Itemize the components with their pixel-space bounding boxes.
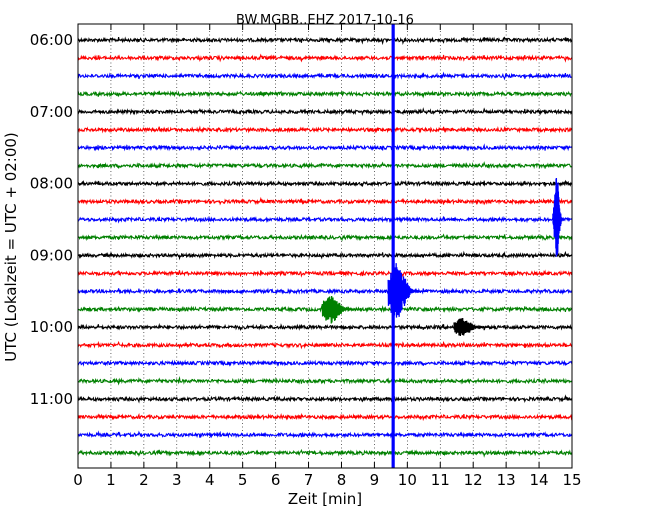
seismic-trace: [77, 250, 573, 261]
event-group: [321, 24, 565, 468]
x-tick-label: 1: [106, 471, 116, 489]
x-tick-label: 0: [73, 471, 83, 489]
x-axis-label: Zeit [min]: [288, 490, 362, 508]
seismic-trace: [77, 412, 573, 422]
x-tick-label: 5: [238, 471, 248, 489]
x-tick-label: 13: [497, 471, 516, 489]
x-tick-label: 2: [139, 471, 149, 489]
chart-title: BW.MGBB..EHZ 2017-10-16: [236, 13, 414, 28]
plot-frame: [77, 23, 573, 469]
event-spike: [552, 177, 565, 257]
y-tick-label: 07:00: [30, 103, 73, 121]
seismic-trace: [77, 143, 573, 152]
x-tick-label: 15: [562, 471, 581, 489]
y-tick-label: 08:00: [30, 175, 73, 193]
trace-group: [77, 36, 573, 458]
x-tick-label: 7: [304, 471, 314, 489]
y-axis-label: UTC (Lokalzeit = UTC + 02:00): [2, 132, 20, 362]
x-tick-label: 3: [172, 471, 182, 489]
seismic-trace: [77, 107, 573, 116]
y-tick-label: 10:00: [30, 318, 73, 336]
x-tick-label: 6: [271, 471, 281, 489]
x-tick-label: 10: [398, 471, 417, 489]
seismic-trace: [77, 215, 573, 224]
event-burst: [453, 317, 495, 336]
seismic-trace: [77, 233, 573, 242]
x-tick-label: 14: [530, 471, 549, 489]
axis-ticks: 0 1 2 3 4 5 6 7 8 9 10 11 12 13 14 1506:0007:0008:0009:…: [30, 24, 582, 489]
seismic-trace: [77, 394, 573, 404]
seismic-trace: [77, 71, 573, 81]
y-tick-label: 11:00: [30, 390, 73, 408]
x-tick-label: 12: [464, 471, 483, 489]
seismic-trace: [77, 430, 573, 439]
grid-lines: [78, 24, 572, 468]
seismic-trace: [77, 359, 573, 367]
x-tick-label: 8: [337, 471, 347, 489]
seismic-trace: [77, 125, 573, 134]
x-tick-label: 9: [370, 471, 380, 489]
event-burst: [321, 295, 363, 324]
y-tick-label: 06:00: [30, 31, 73, 49]
seismic-trace: [77, 179, 573, 188]
seismic-trace: [77, 376, 573, 386]
seismic-trace: [77, 90, 573, 99]
event-burst: [387, 263, 429, 318]
seismic-trace: [77, 287, 573, 295]
seismic-trace: [77, 448, 573, 458]
seismic-trace: [77, 196, 573, 206]
x-tick-label: 11: [431, 471, 450, 489]
seismic-trace: [77, 161, 573, 170]
x-tick-label: 4: [205, 471, 215, 489]
seismic-trace: [77, 53, 573, 63]
seismic-trace: [77, 340, 573, 350]
seismic-trace: [77, 36, 573, 46]
seismic-trace: [77, 269, 573, 278]
seismic-trace: [77, 322, 573, 332]
y-tick-label: 09:00: [30, 246, 73, 264]
